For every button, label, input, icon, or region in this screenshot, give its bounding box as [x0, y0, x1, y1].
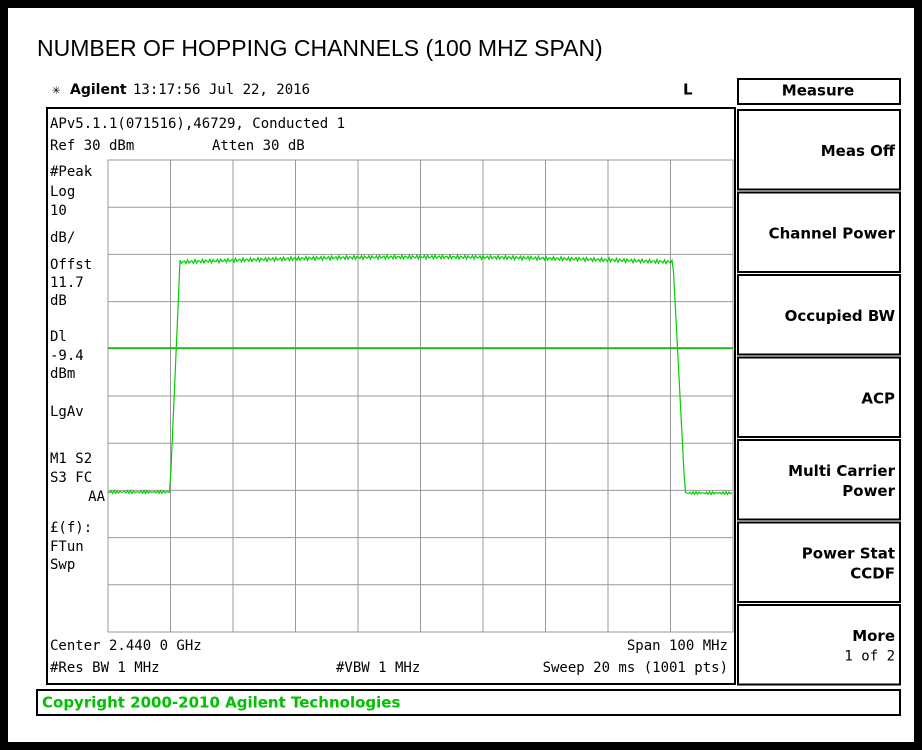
- side-label: dB/: [50, 230, 75, 246]
- side-label: Dl: [50, 329, 67, 345]
- side-label: dB: [50, 293, 67, 309]
- center: Center 2.440 0 GHz: [50, 638, 202, 654]
- softkey-label: 1 of 2: [844, 648, 895, 664]
- side-label: LgAv: [50, 404, 84, 420]
- softkey-label: Multi Carrier: [788, 462, 896, 480]
- trace: [107, 253, 733, 496]
- vbw: #VBW 1 MHz: [336, 660, 420, 676]
- softkey-label: Power Stat: [802, 544, 895, 562]
- side-label: AA: [88, 489, 105, 505]
- side-label: M1 S2: [50, 451, 92, 467]
- softkey: [737, 191, 901, 273]
- softkey-label: ACP: [861, 389, 895, 407]
- side-label: FTun: [50, 539, 84, 555]
- softkey-label: Channel Power: [769, 224, 896, 242]
- side-label: dBm: [50, 366, 75, 382]
- info: APv5.1.1(071516),46729, Conducted 1: [50, 116, 345, 132]
- brand: Agilent: [70, 82, 127, 98]
- softkey-label: CCDF: [850, 564, 895, 582]
- title: NUMBER OF HOPPING CHANNELS (100 MHZ SPAN…: [37, 35, 603, 61]
- softkey-label: Power: [842, 482, 895, 500]
- side-label: £(f):: [50, 520, 92, 536]
- side-label: 11.7: [50, 275, 84, 291]
- softkey-label: More: [852, 627, 895, 645]
- time: 13:17:56 Jul 22, 2016: [133, 82, 310, 98]
- logo: ✳: [52, 82, 61, 98]
- softkey-label: Occupied BW: [785, 307, 896, 325]
- rbw: #Res BW 1 MHz: [50, 660, 160, 676]
- side-label: #Peak: [50, 164, 93, 180]
- side-label: -9.4: [50, 348, 84, 364]
- side-label: Offst: [50, 257, 92, 273]
- side-label: Log: [50, 184, 75, 200]
- span: Span 100 MHz: [627, 638, 728, 654]
- softkey: [737, 604, 901, 686]
- atten: Atten 30 dB: [212, 138, 305, 154]
- softkey: [737, 439, 901, 521]
- softkey: [737, 109, 901, 191]
- flag: L: [683, 81, 693, 99]
- copyright-bar: [36, 689, 901, 716]
- side-label: Swp: [50, 557, 75, 573]
- softkey: [737, 521, 901, 603]
- menu-title: Measure: [782, 82, 854, 100]
- side-label: 10: [50, 203, 67, 219]
- side-label: S3 FC: [50, 470, 92, 486]
- sweep: Sweep 20 ms (1001 pts): [543, 660, 728, 676]
- menu-title-box: [737, 78, 901, 105]
- copyright: Copyright 2000-2010 Agilent Technologies: [42, 694, 400, 712]
- ref: Ref 30 dBm: [50, 138, 134, 154]
- softkey: [737, 274, 901, 356]
- softkey-label: Meas Off: [821, 142, 896, 160]
- softkey: [737, 356, 901, 438]
